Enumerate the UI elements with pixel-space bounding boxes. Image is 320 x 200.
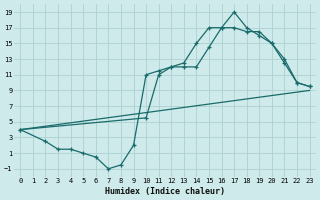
X-axis label: Humidex (Indice chaleur): Humidex (Indice chaleur) — [105, 187, 225, 196]
